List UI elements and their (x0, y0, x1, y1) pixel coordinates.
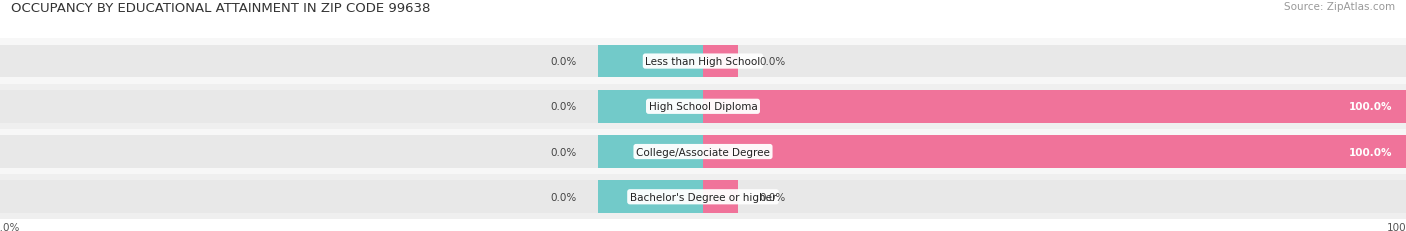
Text: 0.0%: 0.0% (550, 192, 576, 202)
Bar (703, 91, 1406, 123)
Bar (0, 174, 1406, 219)
Bar (0, 181, 1406, 213)
Text: 0.0%: 0.0% (759, 57, 786, 67)
Bar (0, 46, 1406, 78)
Bar (598, 91, 703, 123)
Bar (0, 39, 1406, 84)
Bar (0, 136, 1406, 168)
Text: Bachelor's Degree or higher: Bachelor's Degree or higher (630, 192, 776, 202)
Text: 100.0%: 100.0% (1348, 147, 1392, 157)
Text: High School Diploma: High School Diploma (648, 102, 758, 112)
Bar (598, 136, 703, 168)
Bar (0, 84, 1406, 129)
Text: 0.0%: 0.0% (550, 102, 576, 112)
Bar (0, 91, 1406, 123)
Text: 100.0%: 100.0% (1348, 102, 1392, 112)
Text: Less than High School: Less than High School (645, 57, 761, 67)
Bar (703, 181, 738, 213)
Text: Source: ZipAtlas.com: Source: ZipAtlas.com (1284, 2, 1395, 12)
Text: 0.0%: 0.0% (550, 147, 576, 157)
Bar (703, 136, 1406, 168)
Bar (598, 46, 703, 78)
Bar (703, 46, 738, 78)
Text: 0.0%: 0.0% (550, 57, 576, 67)
Text: 0.0%: 0.0% (759, 192, 786, 202)
Bar (0, 129, 1406, 174)
Text: OCCUPANCY BY EDUCATIONAL ATTAINMENT IN ZIP CODE 99638: OCCUPANCY BY EDUCATIONAL ATTAINMENT IN Z… (11, 2, 430, 15)
Bar (598, 181, 703, 213)
Text: College/Associate Degree: College/Associate Degree (636, 147, 770, 157)
